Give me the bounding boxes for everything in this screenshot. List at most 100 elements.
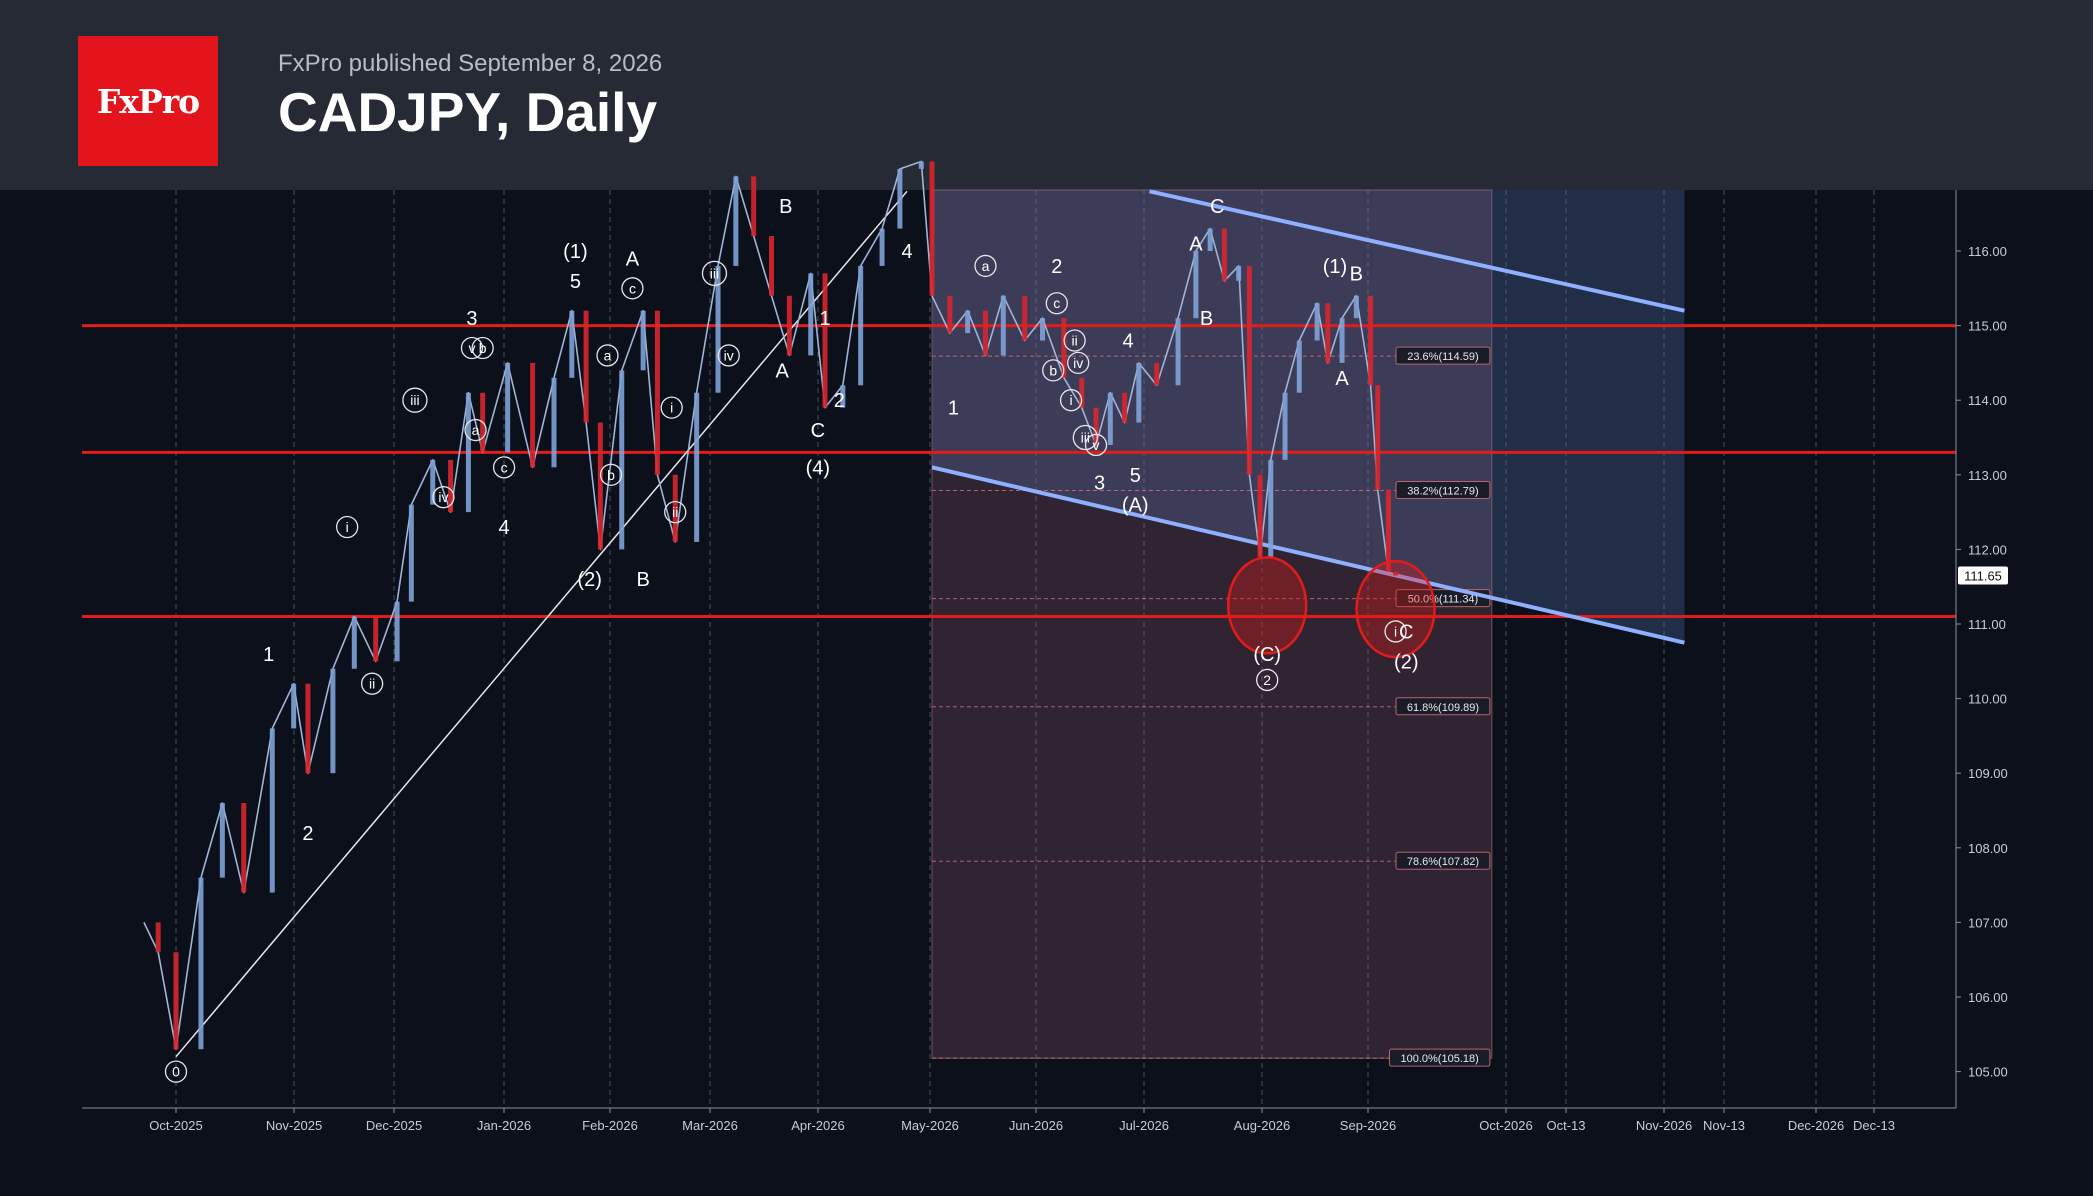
wave-label: b	[1049, 362, 1057, 378]
highlight-circle	[1226, 556, 1308, 655]
wave-label-ring	[1059, 389, 1083, 412]
y-tick-label: 106.00	[1968, 990, 2008, 1005]
price-candle	[1207, 228, 1213, 251]
y-tick-label: 110.00	[1968, 692, 2007, 707]
wave-label-ring	[464, 418, 487, 442]
price-candle	[219, 803, 225, 878]
price-candle	[982, 310, 988, 356]
published-date: FxPro published September 8, 2026	[278, 50, 663, 77]
price-candle	[640, 310, 646, 371]
wave-label: 5	[1130, 465, 1141, 487]
price-candle	[305, 683, 311, 774]
wave-label: (C)	[1253, 644, 1281, 666]
price-candle	[751, 176, 757, 237]
price-candle	[1314, 303, 1320, 341]
x-tick-label: Dec-2026	[1788, 1118, 1844, 1133]
price-candle	[1079, 377, 1085, 408]
wave-label-ring	[1042, 359, 1065, 382]
wave-label: i	[670, 400, 673, 416]
price-candle	[1296, 340, 1302, 393]
price-candle	[330, 668, 336, 774]
wave-label: (2)	[577, 569, 601, 591]
fib-label: 50.0%(111.34)	[1408, 594, 1479, 606]
wave-label: ii	[369, 676, 375, 692]
wave-label-ring	[1084, 433, 1108, 457]
price-candle	[654, 310, 660, 475]
wave-label: iv	[438, 489, 448, 505]
price-candle	[715, 265, 721, 393]
wave-label: 2	[1051, 256, 1062, 278]
price-candle	[769, 236, 775, 296]
wave-label: B	[779, 196, 792, 218]
price-candle	[672, 474, 678, 542]
wave-label: 3	[466, 308, 477, 330]
price-candle	[1325, 303, 1331, 363]
wave-label: ii	[1072, 333, 1078, 349]
highlight-circles	[1226, 556, 1436, 659]
price-candle	[569, 310, 575, 378]
price-candle	[373, 616, 379, 662]
price-candle	[1246, 265, 1252, 475]
y-tick-label: 107.00	[1968, 915, 2008, 930]
wave-label-ring	[1063, 329, 1086, 352]
wave-label-ring	[1256, 668, 1279, 692]
x-tick-label: Oct-13	[1546, 1118, 1585, 1133]
x-tick-label: Nov-2026	[1636, 1118, 1692, 1133]
horizontal-levels	[82, 324, 1956, 619]
wave-label: B	[1200, 308, 1213, 330]
wave-label: A	[626, 248, 640, 270]
fib-label-box	[1395, 697, 1491, 716]
y-tick-label: 111.00	[1968, 617, 2006, 632]
price-candle	[1353, 295, 1359, 319]
price-candle	[822, 273, 828, 408]
x-tick-label: Feb-2026	[582, 1118, 638, 1133]
price-candle	[269, 728, 275, 893]
wave-label-ring	[492, 456, 516, 479]
wave-label: 1	[819, 308, 830, 330]
fib-label: 38.2%(112.79)	[1407, 485, 1478, 497]
price-candle	[597, 422, 603, 550]
wave-label: c	[1053, 295, 1060, 311]
wave-label-ring	[596, 344, 619, 367]
price-candle	[1257, 474, 1263, 557]
price-candle	[408, 504, 414, 602]
wave-label: b	[607, 467, 615, 483]
price-candle	[786, 295, 792, 356]
wave-label-ring	[360, 672, 384, 695]
fib-label: 100.0%(105.18)	[1401, 1053, 1479, 1065]
fib-label: 78.6%(107.82)	[1407, 856, 1479, 868]
x-tick-label: Oct-2026	[1479, 1118, 1532, 1133]
trend-lines	[175, 189, 1685, 1058]
price-candle	[1221, 228, 1227, 281]
price-candle	[198, 877, 204, 1050]
wave-label: 4	[499, 517, 510, 539]
wave-label: 4	[901, 241, 912, 263]
fxpro-logo: FxPro	[78, 36, 218, 166]
wave-label: A	[776, 360, 790, 382]
wave-label: B	[636, 569, 649, 591]
wave-label: v	[1093, 437, 1100, 453]
price-candle	[1175, 318, 1181, 386]
last-price-box	[1958, 566, 2008, 585]
price-candle	[879, 228, 885, 266]
price-candle	[1136, 362, 1142, 423]
wave-label: iv	[724, 347, 734, 363]
price-candle	[929, 161, 935, 296]
wave-label: iii	[1081, 430, 1090, 446]
wave-label: A	[1189, 234, 1203, 256]
x-tick-label: Nov-2025	[266, 1118, 322, 1133]
wave-label: 3	[1094, 472, 1105, 494]
wave-label: 5	[570, 271, 581, 293]
wave-label: i	[1070, 392, 1073, 408]
wave-label-ring	[460, 336, 484, 360]
header-bar: FxPro FxPro published September 8, 2026 …	[0, 0, 2093, 190]
y-tick-label: 114.00	[1968, 393, 2007, 408]
price-candle	[291, 683, 297, 729]
wave-label: 2	[834, 390, 845, 412]
wave-label-ring	[1072, 424, 1098, 451]
fib-label: 23.6%(114.59)	[1407, 351, 1478, 363]
wave-label: b	[479, 340, 487, 356]
wave-label: iv	[1073, 355, 1083, 371]
y-tick-label: 105.00	[1968, 1065, 2008, 1080]
wave-label: i	[1394, 623, 1397, 639]
